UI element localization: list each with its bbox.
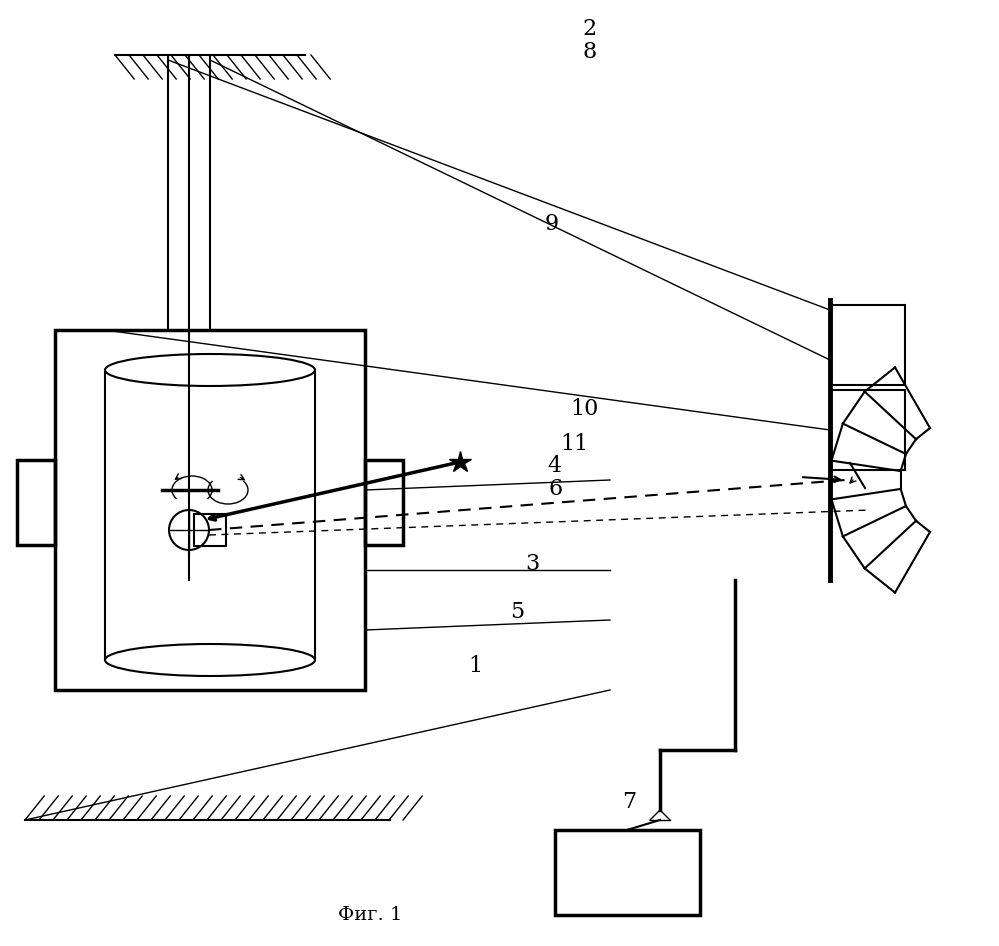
Bar (55, 330, 365, 690)
Text: 7: 7 (622, 791, 636, 813)
Bar (194, 514, 226, 546)
Bar (830, 305, 905, 385)
Text: 3: 3 (525, 553, 539, 575)
Text: 11: 11 (560, 433, 588, 455)
Text: 8: 8 (582, 41, 596, 63)
Text: 1: 1 (468, 655, 483, 677)
Text: 5: 5 (510, 601, 524, 623)
Text: Фиг. 1: Фиг. 1 (338, 906, 403, 924)
Bar (17, 460, 55, 545)
Bar (365, 460, 403, 545)
Text: 9: 9 (545, 213, 559, 235)
Text: 4: 4 (547, 455, 561, 477)
Bar (830, 390, 905, 470)
Text: 2: 2 (582, 18, 596, 40)
Bar (555, 830, 700, 915)
Text: 10: 10 (570, 398, 598, 420)
Text: 6: 6 (548, 478, 562, 500)
